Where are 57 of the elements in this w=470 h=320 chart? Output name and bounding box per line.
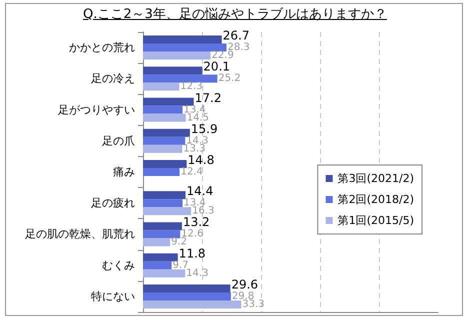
bar: [143, 52, 211, 60]
bar: [143, 199, 183, 208]
legend-label: 第3回(2021/2): [338, 172, 414, 185]
data-label: 14.5: [186, 112, 210, 124]
y-tick-label: 特にない: [91, 290, 135, 303]
y-tick-label: むくみ: [102, 258, 135, 272]
y-tick-label: 足がつりやすい: [58, 103, 135, 116]
bar: [143, 253, 178, 262]
legend-label: 第1回(2015/5): [338, 214, 414, 227]
data-label: 14.8: [188, 153, 214, 167]
data-label: 9.7: [172, 260, 189, 271]
bar: [143, 74, 218, 83]
data-label: 14.3: [186, 268, 208, 279]
bar: [143, 207, 192, 216]
legend-label: 第2回(2018/2): [338, 193, 414, 206]
data-label: 33.3: [242, 298, 264, 310]
data-label: 12.4: [180, 166, 203, 178]
chart-title: Q.ここ2～3年、足の悩みやトラブルはありますか？: [83, 7, 387, 22]
bar: [143, 128, 190, 137]
bar: [143, 144, 182, 153]
data-label: 14.4: [186, 184, 214, 198]
data-label: 17.2: [194, 90, 222, 105]
data-label: 20.1: [203, 60, 230, 74]
bar: [143, 222, 182, 230]
bar: [143, 269, 186, 278]
bar: [143, 98, 194, 106]
bar: [143, 114, 186, 122]
data-label: 29.6: [231, 277, 258, 292]
bar: [143, 230, 180, 238]
bar: [143, 44, 226, 52]
y-tick-label: かかとの荒れ: [69, 41, 135, 54]
bar: [143, 238, 170, 246]
data-label: 15.9: [190, 122, 218, 136]
bar: [143, 292, 231, 300]
data-label: 12.3: [180, 81, 203, 92]
bar: [143, 160, 187, 168]
data-label: 26.7: [222, 28, 250, 43]
bar: [143, 66, 202, 75]
bar: [143, 36, 222, 44]
data-label: 11.8: [178, 246, 206, 260]
bar: [143, 136, 186, 145]
data-label: 25.2: [218, 73, 241, 84]
bar: [143, 191, 186, 200]
bar: [143, 300, 242, 308]
bar: [143, 82, 180, 91]
bar: [143, 106, 183, 114]
y-tick-label: 足の疲れ: [91, 196, 135, 210]
bar: [143, 261, 172, 270]
bar: [143, 284, 230, 292]
y-tick-label: 足の肌の乾燥、肌荒れ: [25, 228, 135, 241]
y-tick-label: 痛み: [113, 166, 135, 178]
y-tick-label: 足の爪: [102, 134, 135, 148]
data-label: 13.2: [182, 215, 210, 230]
bar: [143, 168, 180, 176]
data-label: 9.2: [171, 236, 188, 248]
data-label: 13.3: [183, 143, 206, 154]
y-tick-label: 足の冷え: [91, 72, 135, 86]
